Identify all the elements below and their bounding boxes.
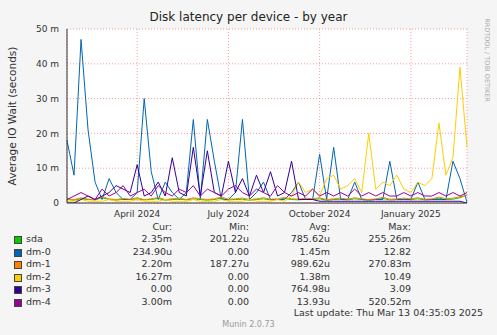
html-text:12.82: 12.82: [383, 245, 411, 257]
html-text:Disk latency per device - by y: Disk latency per device - by year: [149, 10, 348, 24]
html-text:3.09: 3.09: [389, 283, 411, 295]
html-text:234.90u: 234.90u: [132, 245, 172, 257]
html-text:255.26m: 255.26m: [368, 233, 411, 244]
svg-text:50 m: 50 m: [36, 24, 59, 34]
html-text:Average IO Wait (seconds): Average IO Wait (seconds): [6, 46, 18, 186]
html-text:sda: sda: [26, 233, 43, 244]
html-text:989.62u: 989.62u: [290, 258, 330, 270]
html-text:dm-0: dm-0: [26, 245, 51, 257]
html-text:dm-1: dm-1: [26, 258, 51, 270]
html-text:Cur:: Cur:: [152, 221, 172, 232]
html-text:1.38m: 1.38m: [299, 270, 330, 282]
svg-text:July 2024: July 2024: [206, 209, 249, 219]
html-text:dm-4: dm-4: [26, 296, 51, 307]
html-text:0.00: 0.00: [150, 283, 172, 295]
html-text:Min:: Min:: [228, 221, 249, 232]
html-text:0.00: 0.00: [227, 245, 249, 257]
html-text:Last update: Thu Mar 13 04:35:: Last update: Thu Mar 13 04:35:03 2025: [293, 307, 483, 318]
svg-text:30 m: 30 m: [36, 94, 59, 104]
svg-text:10 m: 10 m: [36, 163, 59, 173]
html-text:dm-2: dm-2: [26, 270, 51, 282]
svg-text:0: 0: [53, 198, 59, 208]
html-text:10.49: 10.49: [383, 270, 411, 282]
html-text:3.00m: 3.00m: [141, 296, 172, 307]
html-text:RRDTOOL / TOBI OETIKER: RRDTOOL / TOBI OETIKER: [483, 18, 491, 102]
html-text:764.98u: 764.98u: [290, 283, 330, 295]
html-text:2.35m: 2.35m: [141, 233, 172, 244]
html-text:0.00: 0.00: [227, 270, 249, 282]
html-text:Munin 2.0.73: Munin 2.0.73: [222, 320, 275, 329]
html-text:Max:: Max:: [388, 221, 411, 232]
html-text:dm-3: dm-3: [26, 283, 51, 295]
svg-text:October 2024: October 2024: [289, 209, 351, 219]
html-text:0.00: 0.00: [227, 296, 249, 307]
html-text:Avg:: Avg:: [309, 221, 330, 232]
html-text:520.52m: 520.52m: [368, 296, 411, 307]
html-text:13.93u: 13.93u: [296, 296, 330, 307]
svg-text:20 m: 20 m: [36, 129, 59, 139]
svg-text:40 m: 40 m: [36, 59, 59, 69]
html-text:187.27u: 187.27u: [209, 258, 249, 270]
html-text:0.00: 0.00: [227, 283, 249, 295]
html-text:785.62u: 785.62u: [290, 233, 330, 244]
html-text:270.83m: 270.83m: [368, 258, 411, 270]
html-text:201.22u: 201.22u: [209, 233, 249, 244]
html-text:2.20m: 2.20m: [141, 258, 172, 270]
svg-text:January 2025: January 2025: [380, 209, 441, 219]
html-text:16.27m: 16.27m: [135, 270, 172, 282]
svg-text:April 2024: April 2024: [114, 209, 161, 219]
html-text:1.45m: 1.45m: [299, 245, 330, 257]
